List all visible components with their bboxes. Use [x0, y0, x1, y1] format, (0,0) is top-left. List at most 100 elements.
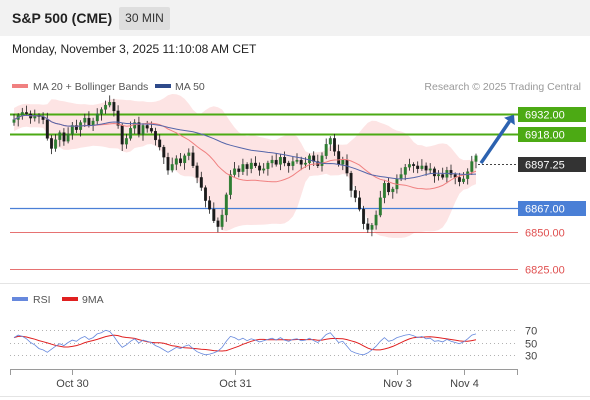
forecast-arrow-head — [504, 114, 515, 126]
time-tick-label: Nov 3 — [383, 378, 412, 390]
bearish-candle — [50, 138, 53, 149]
bullish-candle — [20, 112, 24, 116]
time-axis: Oct 30 Oct 31 Nov 3 Nov 4 — [10, 370, 518, 390]
bullish-candle — [104, 104, 108, 110]
bearish-candle — [283, 157, 287, 164]
rsi-ma-legend-label: 9MA — [82, 294, 104, 306]
bullish-candle — [407, 164, 411, 168]
pivot-label: 6867.00 — [525, 204, 565, 216]
bearish-candle — [258, 165, 262, 171]
bullish-candle — [241, 164, 245, 172]
rsi-legend-swatch — [12, 297, 28, 301]
bullish-candle — [262, 168, 266, 171]
bearish-candle — [449, 170, 453, 175]
bullish-candle — [295, 159, 299, 162]
header-bar: S&P 500 (CME) 30 MIN — [0, 0, 590, 36]
bullish-candle — [91, 120, 95, 126]
ma50-legend-label: MA 50 — [175, 81, 205, 93]
last-price-tag — [518, 157, 586, 172]
rsi-legend-label: RSI — [33, 294, 51, 306]
bearish-candle — [457, 177, 461, 182]
bullish-candle — [170, 164, 174, 171]
bullish-candle — [70, 125, 74, 135]
resistance-label: 6932.00 — [525, 110, 565, 122]
bullish-candle — [108, 102, 112, 106]
bearish-candle — [25, 112, 28, 114]
moving-averages — [13, 114, 477, 190]
bearish-candle — [158, 139, 162, 148]
bearish-candle — [349, 172, 353, 191]
time-tick-label: Oct 31 — [219, 378, 251, 390]
bearish-candle — [199, 177, 203, 188]
bullish-candle — [378, 197, 382, 216]
bearish-candle — [191, 152, 195, 166]
bearish-candle — [212, 209, 216, 221]
bearish-candle — [237, 168, 241, 172]
bullish-candle — [83, 117, 87, 123]
bullish-candle — [249, 162, 253, 169]
bullish-candle — [374, 214, 378, 226]
bullish-candle — [99, 109, 103, 114]
bullish-candle — [303, 162, 307, 165]
ma20-legend-swatch — [12, 84, 28, 88]
bullish-candle — [224, 194, 228, 216]
bearish-candle — [195, 165, 199, 178]
bullish-candle — [466, 171, 470, 179]
bearish-candle — [45, 119, 49, 139]
price-tags: 6932.00 6918.00 6897.25 6867.00 6850.00 6825.… — [518, 107, 586, 277]
bearish-candle — [208, 200, 212, 210]
bullish-candle — [420, 165, 424, 169]
bearish-candle — [366, 223, 370, 230]
bullish-candle — [12, 119, 16, 123]
bullish-candle — [220, 214, 224, 227]
resistance-label: 6918.00 — [525, 130, 565, 142]
bullish-candle — [183, 155, 187, 164]
bullish-candle — [328, 138, 332, 145]
bearish-candle — [166, 157, 170, 171]
bearish-candle — [62, 132, 66, 142]
bearish-candle — [387, 183, 391, 193]
bullish-candle — [399, 174, 403, 179]
bullish-candle — [58, 132, 62, 140]
bearish-candle — [353, 190, 357, 198]
bollinger-bands — [14, 94, 476, 238]
bearish-candle — [145, 125, 149, 129]
bearish-candle — [120, 125, 124, 145]
bullish-candle — [320, 155, 324, 166]
bearish-candle — [432, 168, 436, 177]
rsi-tick-label: 50 — [525, 339, 537, 351]
bearish-candle — [137, 122, 141, 135]
bearish-candle — [412, 164, 416, 166]
bullish-candle — [54, 139, 58, 149]
timestamp: Monday, November 3, 2025 11:10:08 AM CET — [12, 42, 257, 56]
bullish-candle — [266, 162, 270, 169]
bearish-candle — [337, 151, 341, 165]
instrument-title: S&P 500 (CME) — [12, 10, 113, 26]
bearish-candle — [149, 128, 153, 132]
bearish-candle — [299, 159, 303, 165]
ma50-legend-swatch — [155, 84, 171, 88]
bullish-candle — [187, 152, 191, 156]
rsi-tick-label: 30 — [525, 351, 537, 363]
bearish-candle — [416, 165, 420, 169]
forecast-arrow-shaft — [479, 120, 511, 165]
bullish-candle — [370, 225, 374, 230]
resistance-tag — [518, 127, 586, 142]
bullish-candle — [470, 161, 474, 172]
interval-button[interactable]: 30 MIN — [119, 7, 170, 30]
bullish-candle — [324, 144, 328, 156]
bearish-candle — [74, 125, 78, 130]
bearish-candle — [424, 165, 428, 171]
rsi-ma-legend-swatch — [62, 297, 78, 301]
rsi-line — [13, 329, 477, 356]
bullish-candle — [403, 167, 407, 175]
bullish-candle — [141, 125, 145, 135]
rsi-tick-label: 70 — [525, 326, 537, 338]
bearish-candle — [112, 102, 116, 112]
time-tick-label: Oct 30 — [56, 378, 88, 390]
ma20-legend-label: MA 20 + Bollinger Bands — [33, 81, 148, 93]
bullish-candle — [233, 168, 237, 175]
bearish-candle — [216, 220, 220, 227]
